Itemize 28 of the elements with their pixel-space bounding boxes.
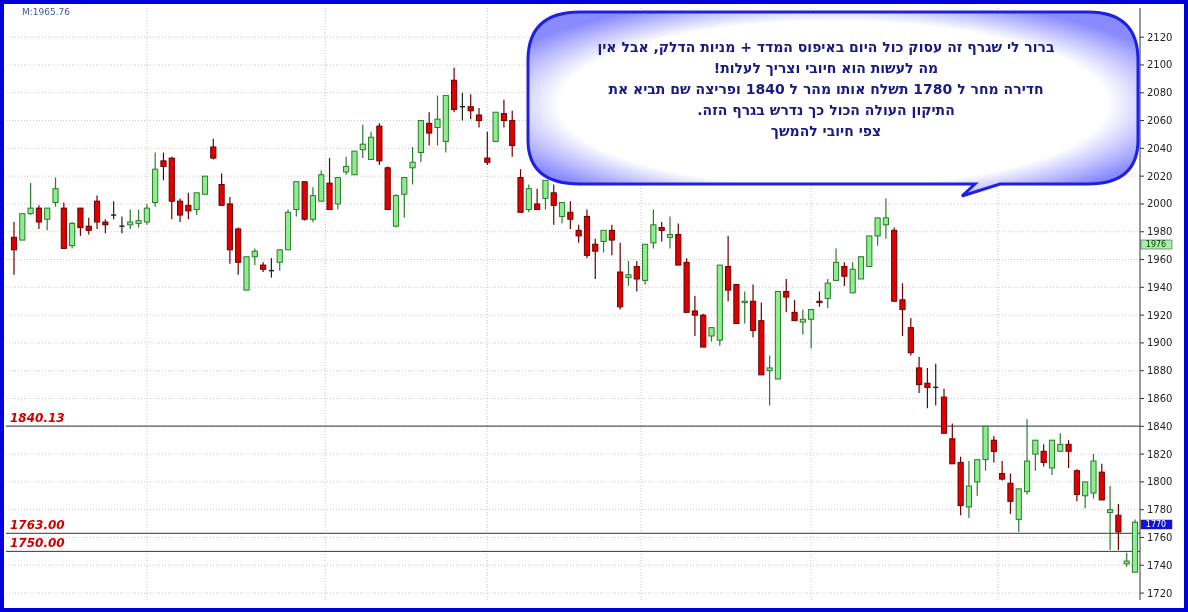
y-tick-label: 1960 xyxy=(1147,254,1173,266)
y-tick-label: 1720 xyxy=(1147,587,1173,599)
ref-line-label: 1840.13 xyxy=(10,411,65,426)
y-tick-label: 1840 xyxy=(1147,420,1173,432)
y-tick-label: 1900 xyxy=(1147,337,1173,349)
y-tick-label: 2040 xyxy=(1147,142,1173,154)
y-tick-label: 2020 xyxy=(1147,170,1173,182)
y-tick-label: 1940 xyxy=(1147,281,1173,293)
y-tick-label: 1740 xyxy=(1147,559,1173,571)
y-tick-label: 2100 xyxy=(1147,59,1173,71)
ref-line-label: 1750.00 xyxy=(10,536,65,551)
annotation: ברור לי שגרף זה עסוק כול היום באיפוס המדד + מניות הדלק, אבל אין מה לעשות הוא חיובי וצריך לעלות! חדירה מחר ל 1780 תשלח אותו מהר ל 1840 ופריצה שם תביא את התיקון העולה הכול כך נדרש בגרף הזה. צפי חיובי להמשך xyxy=(597,39,1055,139)
y-tick-label: 1980 xyxy=(1147,226,1173,238)
y-tick-label: 1860 xyxy=(1147,393,1173,404)
text: 1770 xyxy=(1145,520,1167,530)
y-tick-label: 1800 xyxy=(1147,476,1173,488)
y-tick-label: 2080 xyxy=(1147,87,1173,99)
text: 1976 xyxy=(1145,240,1167,250)
annotation: M:1965.76 xyxy=(22,7,71,17)
y-tick-label: 1760 xyxy=(1147,531,1173,543)
y-tick-label: 2060 xyxy=(1147,115,1173,127)
y-tick-label: 1880 xyxy=(1147,365,1173,377)
y-tick-label: 2120 xyxy=(1147,31,1173,43)
y-tick-label: 2000 xyxy=(1147,198,1173,210)
y-tick-label: 1820 xyxy=(1147,448,1173,460)
y-tick-label: 1780 xyxy=(1147,504,1173,516)
y-tick-label: 1920 xyxy=(1147,309,1173,321)
ref-line-label: 1763.00 xyxy=(10,518,65,533)
